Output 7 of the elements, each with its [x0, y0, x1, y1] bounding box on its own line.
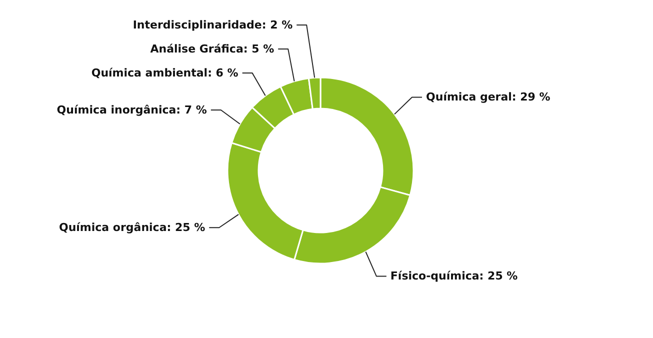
slice-label: Interdisciplinaridade: 2 %: [132, 18, 293, 32]
slice-label: Química inorgânica: 7 %: [56, 104, 207, 116]
slice-label: Química ambiental: 6 %: [91, 66, 238, 80]
slice-label: Análise Gráfica: 5 %: [150, 42, 274, 56]
slice-label: Química orgânica: 25 %: [58, 221, 206, 234]
slice-label: Físico-química: 25 %: [390, 270, 518, 283]
slice-label: Química geral: 29 %: [426, 90, 550, 104]
